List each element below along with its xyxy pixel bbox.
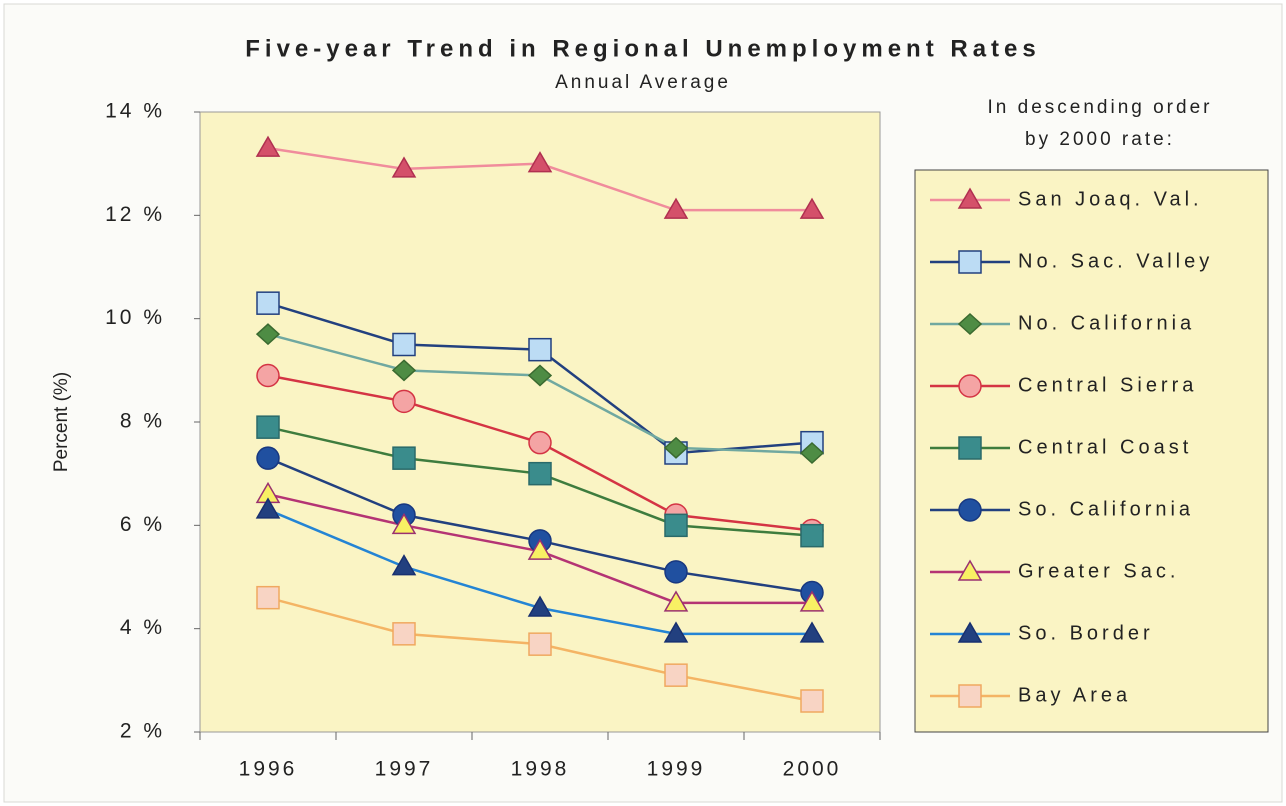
data-point (256, 363, 280, 388)
legend-marker (957, 559, 983, 581)
legend-label: Bay Area (1018, 684, 1131, 706)
data-point (256, 446, 280, 470)
data-point (800, 523, 824, 548)
legend-marker (957, 187, 983, 209)
data-point (392, 446, 416, 470)
data-point (256, 585, 280, 610)
data-point (528, 430, 552, 455)
legend-marker (958, 498, 982, 522)
y-tick-label: 14 % (105, 100, 165, 123)
legend-label: Central Sierra (1018, 374, 1197, 396)
x-tick-label: 1996 (239, 758, 298, 781)
data-point (664, 513, 688, 538)
legend-title: In descending order (988, 97, 1213, 118)
data-point (256, 291, 280, 315)
plot-area (199, 111, 881, 733)
chart-subtitle: Annual Average (555, 72, 731, 93)
legend-label: No. Sac. Valley (1018, 250, 1213, 272)
data-point (799, 441, 825, 465)
data-point (392, 332, 416, 357)
data-point (663, 197, 689, 219)
legend-title: by 2000 rate: (1025, 129, 1175, 150)
data-point (527, 364, 553, 387)
legend-label: So. California (1018, 498, 1194, 520)
legend-marker (958, 374, 982, 398)
legend-label: No. California (1018, 312, 1195, 334)
y-tick-label: 4 % (120, 616, 165, 639)
legend-marker (957, 312, 983, 336)
data-point (255, 135, 281, 157)
data-point (663, 436, 689, 459)
data-point (391, 512, 417, 535)
data-point (527, 538, 553, 560)
data-point (391, 554, 417, 576)
data-point (392, 389, 416, 414)
y-axis-label: Percent (%) (51, 372, 72, 472)
legend-label: Greater Sac. (1018, 560, 1179, 582)
x-tick-label: 2000 (783, 758, 842, 781)
y-tick-label: 8 % (120, 410, 165, 433)
data-point (255, 497, 281, 519)
y-tick-label: 6 % (120, 513, 165, 536)
legend-label: San Joaq. Val. (1018, 188, 1203, 210)
x-tick-label: 1998 (511, 758, 570, 781)
data-point (663, 590, 689, 612)
y-tick-label: 10 % (105, 306, 165, 329)
data-point (528, 461, 552, 486)
data-point (391, 359, 417, 382)
data-point (527, 595, 553, 617)
data-point (664, 663, 688, 687)
chart-title: Five-year Trend in Regional Unemployment… (245, 35, 1040, 62)
data-point (664, 560, 688, 584)
data-point (528, 632, 552, 656)
y-tick-label: 12 % (105, 203, 165, 226)
legend-marker (958, 436, 982, 460)
data-point (527, 151, 553, 173)
x-tick-label: 1999 (647, 758, 706, 781)
x-tick-label: 1997 (375, 758, 434, 781)
data-point (256, 415, 280, 439)
legend-marker (958, 250, 982, 274)
legend-marker (958, 684, 982, 708)
data-point (528, 337, 552, 362)
data-point (663, 621, 689, 643)
legend-label: So. Border (1018, 622, 1154, 644)
data-point (800, 689, 824, 713)
data-point (391, 156, 417, 178)
data-point (799, 621, 825, 643)
legend-label: Central Coast (1018, 436, 1192, 458)
y-tick-label: 2 % (120, 720, 165, 743)
legend-marker (957, 621, 983, 643)
data-point (255, 323, 281, 346)
data-point (799, 590, 825, 612)
data-point (392, 622, 416, 646)
data-point (799, 197, 825, 219)
